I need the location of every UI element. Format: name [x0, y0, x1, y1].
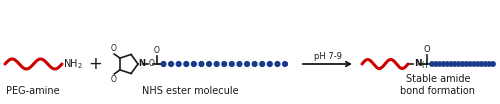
Text: +: + — [88, 55, 102, 73]
Text: pH 7-9: pH 7-9 — [314, 52, 342, 61]
Text: O: O — [110, 44, 116, 53]
Text: O: O — [424, 45, 430, 54]
Circle shape — [438, 62, 442, 66]
Text: O: O — [110, 75, 116, 84]
Circle shape — [268, 62, 272, 66]
Circle shape — [176, 62, 181, 66]
Circle shape — [214, 62, 219, 66]
Circle shape — [168, 62, 173, 66]
Text: N: N — [138, 59, 145, 69]
Circle shape — [275, 62, 280, 66]
Circle shape — [199, 62, 204, 66]
Text: NH$_2$: NH$_2$ — [63, 57, 83, 71]
Circle shape — [445, 62, 450, 66]
Circle shape — [456, 62, 461, 66]
Circle shape — [260, 62, 264, 66]
Text: NHS ester molecule: NHS ester molecule — [142, 86, 238, 96]
Circle shape — [430, 62, 434, 66]
Text: Stable amide
bond formation: Stable amide bond formation — [400, 74, 475, 96]
Circle shape — [230, 62, 234, 66]
Circle shape — [184, 62, 188, 66]
Circle shape — [472, 62, 476, 66]
Circle shape — [452, 62, 457, 66]
Circle shape — [282, 62, 288, 66]
Circle shape — [237, 62, 242, 66]
Circle shape — [464, 62, 468, 66]
Circle shape — [441, 62, 446, 66]
Circle shape — [192, 62, 196, 66]
Circle shape — [206, 62, 212, 66]
Text: N: N — [414, 59, 422, 69]
Circle shape — [483, 62, 488, 66]
Circle shape — [487, 62, 492, 66]
Circle shape — [222, 62, 226, 66]
Text: O: O — [154, 46, 160, 55]
Text: PEG-amine: PEG-amine — [6, 86, 60, 96]
Circle shape — [434, 62, 438, 66]
Circle shape — [468, 62, 472, 66]
Circle shape — [252, 62, 257, 66]
Circle shape — [480, 62, 484, 66]
Circle shape — [491, 62, 495, 66]
Circle shape — [460, 62, 464, 66]
Circle shape — [476, 62, 480, 66]
Circle shape — [244, 62, 250, 66]
Circle shape — [161, 62, 166, 66]
Text: O: O — [148, 59, 154, 69]
Text: H: H — [421, 61, 427, 71]
Circle shape — [449, 62, 454, 66]
